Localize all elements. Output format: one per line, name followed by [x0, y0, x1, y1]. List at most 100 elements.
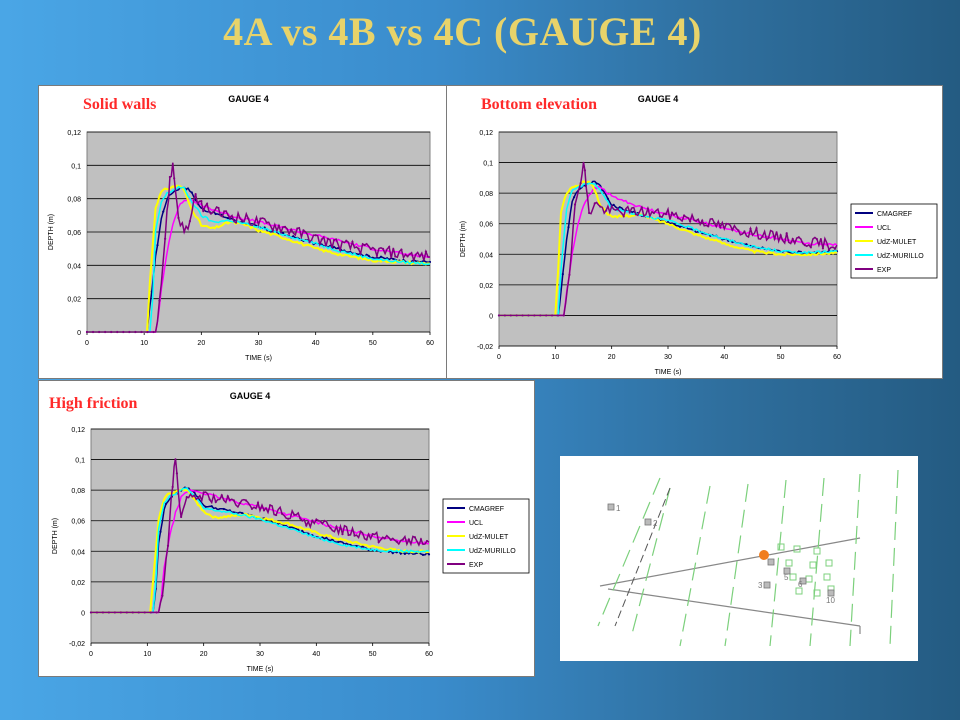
gauge-label-10: 10	[826, 596, 835, 605]
data-point	[821, 247, 825, 250]
data-point	[202, 491, 205, 494]
data-point	[392, 257, 395, 261]
gauge-location-drawing: 1 2 3 5 6 10	[597, 469, 899, 647]
data-point	[211, 211, 214, 214]
chart-legend: CMAGREF UCL UdZ-MULET UdZ-MURILLO EXP	[442, 498, 530, 574]
data-point	[389, 538, 392, 541]
x-axis-label: TIME (s)	[247, 666, 274, 673]
data-point	[91, 330, 95, 334]
data-point	[652, 211, 656, 215]
data-point	[317, 519, 320, 522]
data-point	[371, 532, 374, 536]
data-point	[268, 504, 272, 507]
data-point	[259, 217, 262, 220]
x-tick-label: 10	[140, 340, 148, 347]
data-point	[383, 537, 386, 540]
panel-label-solid-walls: Solid walls	[83, 96, 157, 113]
data-point	[767, 236, 770, 239]
chart-panel-bottom-elevation: Bottom elevation GAUGE 4 -0,02 0 0,02 0,04 0,…	[446, 85, 943, 379]
y-axis-label: DEPTH (m)	[460, 221, 467, 257]
data-point	[214, 500, 217, 504]
data-point	[162, 210, 165, 213]
x-tick-label: 30	[256, 651, 264, 658]
data-point	[533, 314, 536, 317]
data-point	[682, 214, 686, 217]
data-point	[137, 611, 140, 614]
data-point	[588, 211, 591, 215]
data-point	[367, 254, 370, 257]
data-point	[678, 225, 682, 228]
y-tick-label: 0,12	[479, 130, 493, 137]
data-point	[359, 530, 362, 533]
series-line-exp	[499, 161, 838, 317]
data-point	[407, 538, 410, 541]
data-point	[274, 513, 278, 517]
data-point	[583, 169, 587, 172]
data-point	[226, 216, 229, 220]
data-point	[646, 207, 649, 210]
data-point	[232, 499, 235, 502]
data-point	[377, 541, 380, 544]
data-point	[143, 611, 146, 614]
y-tick-label: 0,02	[67, 297, 81, 304]
y-tick-label: 0,1	[71, 163, 81, 170]
data-point	[394, 255, 397, 258]
gauge-label-2: 2	[653, 519, 658, 528]
data-point	[238, 502, 241, 505]
data-point	[89, 611, 93, 614]
y-tick-label: 0	[77, 330, 81, 337]
data-point	[375, 254, 379, 257]
data-point	[222, 507, 225, 511]
data-point	[424, 250, 428, 253]
data-point	[561, 272, 564, 276]
data-point	[425, 539, 429, 543]
data-point	[152, 330, 155, 334]
plot-area	[498, 131, 838, 347]
data-point	[412, 259, 415, 262]
data-point	[301, 529, 304, 532]
legend-label: UCL	[877, 225, 891, 232]
data-point	[250, 507, 254, 510]
x-tick-label: 40	[312, 651, 320, 658]
data-point	[281, 512, 284, 516]
data-point	[743, 230, 746, 233]
x-tick-label: 60	[426, 340, 434, 347]
data-point	[427, 553, 431, 556]
data-point	[628, 211, 631, 214]
data-point	[737, 229, 740, 232]
y-tick-label: -0,02	[69, 641, 85, 648]
data-point	[670, 211, 674, 214]
x-tick-label: 40	[312, 340, 320, 347]
data-point	[803, 244, 806, 247]
data-point	[277, 224, 281, 227]
data-point	[347, 533, 350, 537]
data-point	[567, 226, 570, 229]
data-point	[191, 495, 194, 498]
gauge-label-5: 5	[784, 573, 789, 582]
data-point	[241, 219, 244, 222]
x-tick-label: 30	[664, 354, 672, 361]
data-point	[159, 530, 162, 533]
x-tick-label: 40	[720, 354, 728, 361]
channel-wall-top	[599, 537, 861, 587]
data-point	[314, 234, 317, 237]
data-point	[339, 249, 342, 252]
data-point	[719, 225, 722, 229]
chart-title: GAUGE 4	[638, 94, 679, 104]
gauge-4-marker	[759, 550, 769, 560]
y-tick-label: 0,1	[75, 458, 85, 465]
data-point	[388, 245, 391, 248]
channel-wall-bottom	[607, 588, 861, 627]
x-tick-label: 0	[89, 651, 93, 658]
data-point	[610, 205, 613, 208]
y-axis-label: DEPTH (m)	[48, 214, 55, 250]
data-point	[296, 227, 299, 230]
legend-label: UdZ-MULET	[469, 534, 509, 541]
gauge-label-3: 3	[758, 581, 763, 590]
data-point	[104, 330, 107, 334]
data-point	[131, 611, 134, 614]
series-line-exp	[91, 458, 430, 614]
data-point	[545, 314, 548, 317]
chart-legend: CMAGREF UCL UdZ-MULET UdZ-MURILLO EXP	[850, 203, 938, 279]
data-point	[156, 244, 159, 247]
